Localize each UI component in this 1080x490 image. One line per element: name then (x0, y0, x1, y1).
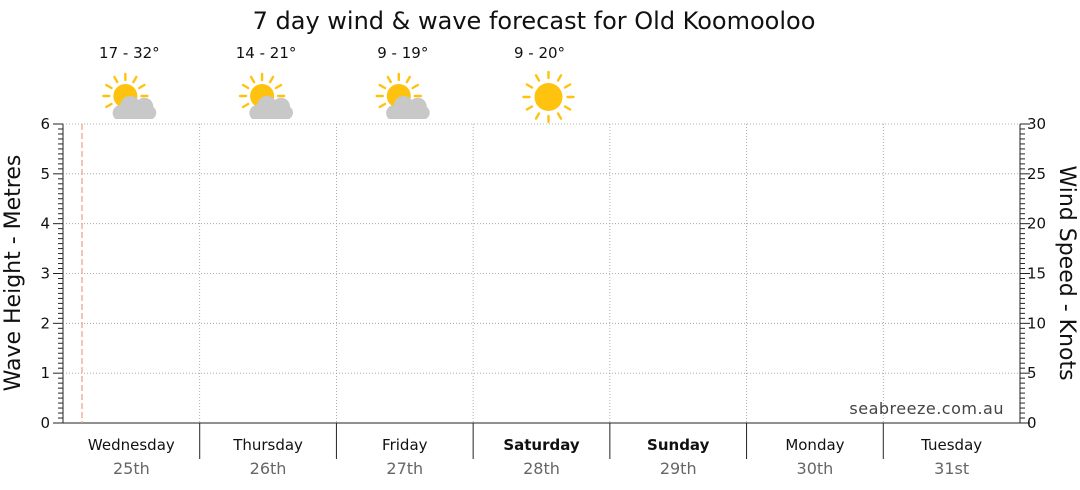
sun-ray (411, 83, 420, 90)
sun-ray (563, 83, 572, 89)
left-axis: 0 1 2 3 4 5 6 (40, 115, 63, 432)
left-tick-label: 3 (40, 265, 50, 283)
left-tick-label: 0 (40, 414, 50, 432)
y-axis-left-title: Wave Height - Metres (1, 155, 26, 392)
sun-ray (556, 74, 563, 82)
temperature-label: 9 - 19° (377, 44, 428, 62)
sun-disc (534, 83, 563, 111)
partly-cloudy-icon (238, 72, 294, 120)
sun-ray (378, 102, 387, 109)
right-tick-label: 25 (1027, 165, 1046, 183)
chart-title: 7 day wind & wave forecast for Old Koomo… (253, 7, 816, 35)
sun-ray (534, 112, 541, 120)
date-label: 25th (113, 459, 150, 478)
left-tick-label: 1 (40, 364, 50, 382)
sun-ray (563, 105, 572, 111)
sun-ray (378, 83, 387, 90)
day-label: Wednesday (88, 436, 175, 454)
sun-ray (241, 83, 250, 90)
cloud-shape (386, 95, 430, 119)
sun-ray (556, 112, 563, 120)
right-tick-label: 0 (1027, 414, 1037, 432)
day-label: Monday (785, 436, 844, 454)
date-label: 26th (250, 459, 287, 478)
sun-ray (268, 75, 275, 84)
right-tick-label: 15 (1027, 265, 1046, 283)
date-label: 30th (797, 459, 834, 478)
right-tick-label: 20 (1027, 215, 1046, 233)
day-labels: Wednesday 25th Thursday 26th Friday 27th Satur… (88, 423, 982, 478)
sun-ray (534, 74, 541, 82)
y-axis-right-title: Wind Speed - Knots (1054, 165, 1079, 380)
right-tick-label: 5 (1027, 364, 1037, 382)
day-label: Tuesday (920, 436, 982, 454)
sun-ray (132, 75, 138, 84)
temperature-label: 9 - 20° (514, 44, 565, 62)
date-label: 31st (934, 459, 969, 478)
date-label: 29th (660, 459, 697, 478)
forecast-icons: 17 - 32° 14 - 21° 9 - 19° 9 - 20° (99, 44, 575, 124)
left-tick-label: 2 (40, 314, 50, 332)
sun-ray (105, 83, 113, 90)
date-label: 27th (386, 459, 423, 478)
sun-ray (138, 83, 146, 90)
date-label: 28th (523, 459, 560, 478)
sun-ray (525, 83, 534, 89)
left-tick-label: 4 (40, 215, 50, 233)
gridlines (63, 123, 1020, 423)
sun-ray (405, 75, 411, 84)
sun-ray (249, 75, 256, 84)
temperature-label: 14 - 21° (236, 44, 297, 62)
sun-ray (386, 75, 392, 84)
cloud-shape (112, 95, 157, 119)
sun-ray (274, 83, 283, 90)
partly-cloudy-icon (102, 72, 157, 120)
day-label: Friday (382, 436, 428, 454)
sun-ray (113, 75, 119, 84)
day-label: Saturday (503, 436, 580, 454)
left-tick-label: 6 (40, 115, 50, 133)
sun-ray (105, 102, 113, 109)
left-tick-label: 5 (40, 165, 50, 183)
cloud-shape (249, 95, 294, 119)
day-label: Sunday (647, 436, 710, 454)
sun-ray (525, 105, 534, 111)
right-axis: 0 5 10 15 20 25 30 (1020, 115, 1046, 432)
watermark: seabreeze.com.au (849, 399, 1004, 418)
day-label: Thursday (232, 436, 303, 454)
temperature-label: 17 - 32° (99, 44, 160, 62)
sun-icon (522, 70, 575, 124)
sun-ray (241, 102, 250, 109)
right-tick-label: 30 (1027, 115, 1046, 133)
partly-cloudy-icon (375, 72, 430, 120)
right-tick-label: 10 (1027, 314, 1046, 332)
